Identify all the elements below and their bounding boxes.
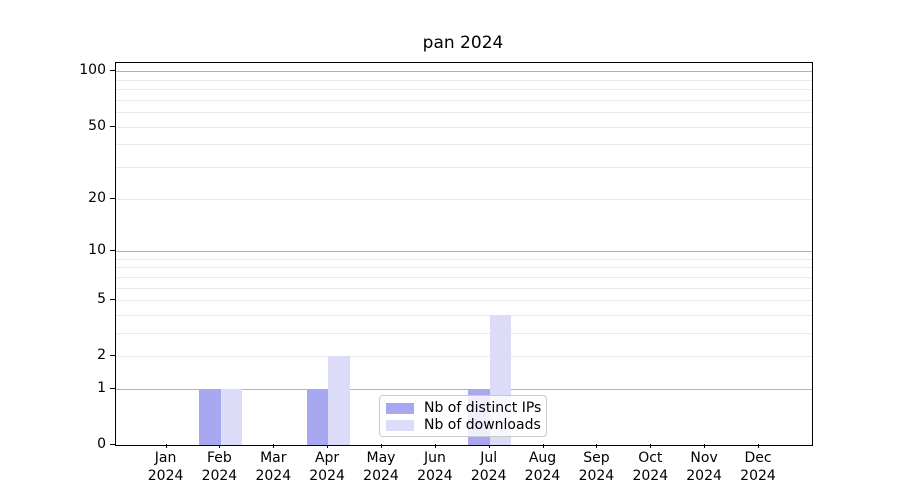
gridline-major-10 <box>116 250 812 252</box>
y-tick-2 <box>110 355 115 357</box>
gridline-minor-30 <box>116 167 812 168</box>
year-label: 2024 <box>201 467 238 484</box>
month-label: Sep <box>583 450 610 466</box>
x-tick-label-mar: Mar 2024 <box>241 450 305 485</box>
x-tick-oct <box>650 444 652 448</box>
y-tick-100 <box>110 70 115 72</box>
legend-item-ips: Nb of distinct IPs <box>386 400 546 417</box>
gridline-minor-20 <box>116 198 812 200</box>
x-tick-label-jun: Jun 2024 <box>403 450 467 485</box>
y-tick-label-10: 10 <box>88 241 106 258</box>
month-label: Dec <box>744 450 772 466</box>
gridline-minor-90 <box>116 79 812 81</box>
month-label: Apr <box>314 450 340 466</box>
y-tick-label-5: 5 <box>97 290 106 307</box>
year-label: 2024 <box>470 467 507 484</box>
x-tick-nov <box>704 444 706 448</box>
y-tick-label-20: 20 <box>88 189 106 206</box>
x-tick-may <box>381 444 382 448</box>
year-label: 2024 <box>686 467 722 484</box>
legend-swatch-ips <box>386 403 414 414</box>
month-label: Feb <box>206 450 232 466</box>
bar-downloads-apr <box>328 356 350 445</box>
x-tick-jan <box>165 444 167 448</box>
year-label: 2024 <box>632 467 669 484</box>
month-label: Mar <box>260 450 287 466</box>
x-tick-label-apr: Apr 2024 <box>295 450 359 485</box>
year-label: 2024 <box>309 467 345 484</box>
y-tick-label-2: 2 <box>97 347 106 364</box>
gridline-minor-70 <box>116 99 812 101</box>
month-label: May <box>366 450 396 466</box>
x-tick-mar <box>273 444 275 448</box>
legend-label-downloads: Nb of downloads <box>424 417 541 433</box>
year-label: 2024 <box>740 467 776 484</box>
y-tick-1 <box>110 387 115 389</box>
gridline-minor-2 <box>116 356 812 358</box>
gridline-minor-9 <box>116 258 812 260</box>
y-tick-5 <box>110 298 115 300</box>
x-tick-label-sep: Sep 2024 <box>564 450 628 485</box>
bar-ips-apr <box>306 388 329 445</box>
gridline-minor-8 <box>116 267 812 269</box>
x-tick-label-may: May 2024 <box>349 450 413 485</box>
gridline-minor-80 <box>116 89 812 91</box>
x-tick-label-jan: Jan 2024 <box>134 450 198 485</box>
gridline-major-100 <box>116 71 812 73</box>
y-tick-label-50: 50 <box>88 117 106 134</box>
x-tick-aug <box>542 444 544 448</box>
x-tick-label-aug: Aug 2024 <box>511 450 575 485</box>
x-tick-jun <box>434 444 436 448</box>
y-tick-10 <box>110 249 115 251</box>
x-tick-sep <box>596 444 598 448</box>
gridline-minor-40 <box>116 144 812 146</box>
x-tick-dec <box>758 444 759 448</box>
year-label: 2024 <box>524 467 561 484</box>
gridline-minor-5 <box>116 299 812 301</box>
month-label: Jan <box>154 450 177 466</box>
bar-downloads-feb <box>220 388 242 445</box>
month-label: Oct <box>638 450 663 466</box>
y-tick-label-0: 0 <box>97 436 106 452</box>
y-tick-20 <box>110 197 115 199</box>
gridline-minor-7 <box>116 276 812 278</box>
y-tick-50 <box>110 125 115 127</box>
gridline-minor-60 <box>116 112 812 114</box>
x-tick-jul <box>488 444 490 448</box>
legend-item-downloads: Nb of downloads <box>386 417 546 434</box>
month-label: Nov <box>690 450 718 466</box>
gridline-minor-4 <box>116 314 812 316</box>
year-label: 2024 <box>417 467 453 484</box>
y-tick-label-100: 100 <box>79 62 106 79</box>
y-tick-0 <box>110 444 115 445</box>
month-label: Aug <box>528 450 557 466</box>
x-tick-label-feb: Feb 2024 <box>187 450 251 485</box>
year-label: 2024 <box>147 467 184 484</box>
month-label: Jul <box>480 450 498 466</box>
year-label: 2024 <box>363 467 399 484</box>
legend: Nb of distinct IPs Nb of downloads <box>379 395 547 437</box>
legend-swatch-downloads <box>386 420 414 431</box>
gridline-major-1 <box>116 388 812 390</box>
x-tick-apr <box>327 444 329 448</box>
x-tick-feb <box>219 444 221 448</box>
bar-ips-feb <box>199 388 221 445</box>
year-label: 2024 <box>255 467 292 484</box>
chart-title: pan 2024 <box>422 33 504 53</box>
x-tick-label-nov: Nov 2024 <box>672 450 736 485</box>
x-tick-label-jul: Jul 2024 <box>457 450 521 485</box>
x-tick-label-dec: Dec 2024 <box>726 450 790 485</box>
gridline-minor-6 <box>116 287 812 289</box>
year-label: 2024 <box>578 467 615 484</box>
gridline-minor-3 <box>116 332 812 334</box>
plot-area: Nb of distinct IPs Nb of downloads <box>115 62 813 446</box>
x-tick-label-oct: Oct 2024 <box>618 450 682 485</box>
legend-label-ips: Nb of distinct IPs <box>424 400 542 416</box>
month-label: Jun <box>423 450 446 466</box>
y-tick-label-1: 1 <box>97 379 106 396</box>
gridline-minor-50 <box>116 126 812 128</box>
